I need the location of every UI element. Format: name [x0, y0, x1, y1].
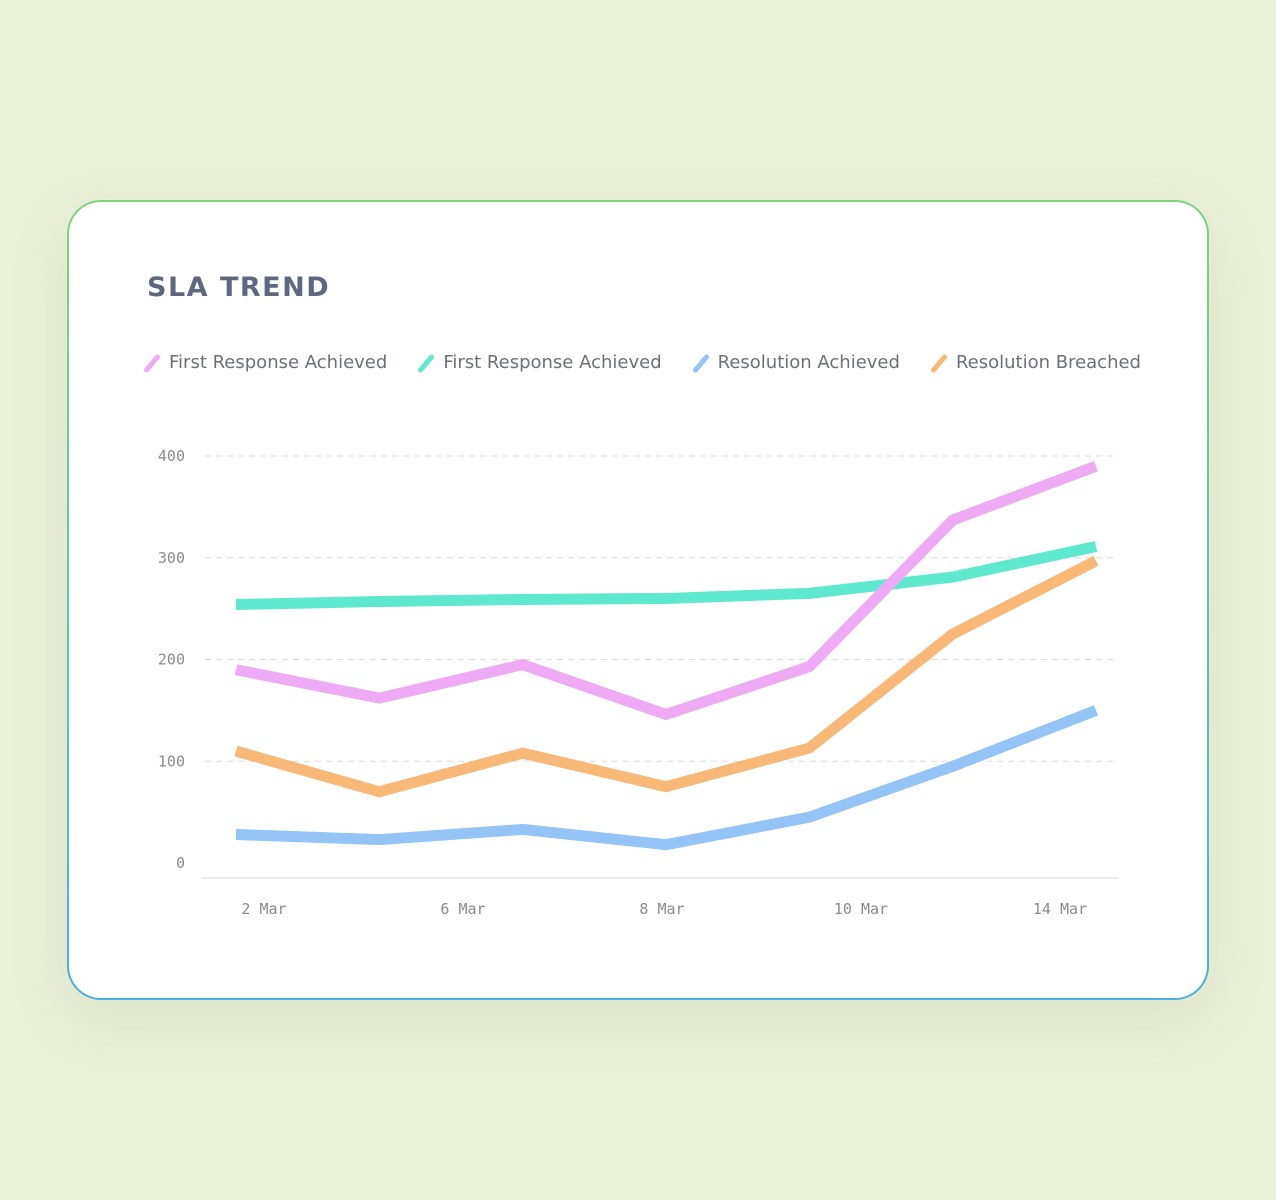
- y-axis-ticks: 0 100 200 300 400: [158, 447, 185, 872]
- legend-label: Resolution Achieved: [717, 352, 900, 373]
- y-tick-label: 200: [158, 651, 185, 669]
- y-tick-label: 400: [158, 447, 185, 465]
- legend-item-first-response-2[interactable]: First Response Achieved: [417, 352, 661, 373]
- legend-label: First Response Achieved: [443, 352, 662, 373]
- legend-label: First Response Achieved: [169, 352, 388, 373]
- x-tick-label: 14 Mar: [1033, 900, 1087, 918]
- series-line: [235, 705, 1099, 851]
- y-tick-label: 100: [158, 752, 185, 770]
- x-tick-label: 2 Mar: [241, 900, 286, 918]
- legend-item-first-response-1[interactable]: First Response Achieved: [143, 352, 387, 373]
- legend-item-resolution-breached[interactable]: Resolution Breached: [930, 352, 1141, 373]
- x-tick-label: 6 Mar: [440, 900, 485, 918]
- legend-label: Resolution Breached: [955, 352, 1141, 373]
- x-tick-label: 10 Mar: [834, 900, 888, 918]
- chart-gridlines: [202, 455, 1118, 879]
- series-line: [235, 541, 1098, 611]
- y-tick-label: 0: [176, 854, 185, 872]
- chart-legend: First Response Achieved First Response A…: [143, 352, 1141, 373]
- legend-item-resolution-achieved[interactable]: Resolution Achieved: [692, 352, 900, 373]
- y-tick-label: 300: [158, 549, 185, 567]
- series-line: [234, 461, 1098, 721]
- x-axis-ticks: 2 Mar 6 Mar 8 Mar 10 Mar 14 Mar: [241, 900, 1087, 918]
- chart-series: [234, 461, 1099, 851]
- x-tick-label: 8 Mar: [639, 900, 684, 918]
- series-line: [234, 555, 1099, 798]
- card-title: SLA TREND: [147, 272, 331, 303]
